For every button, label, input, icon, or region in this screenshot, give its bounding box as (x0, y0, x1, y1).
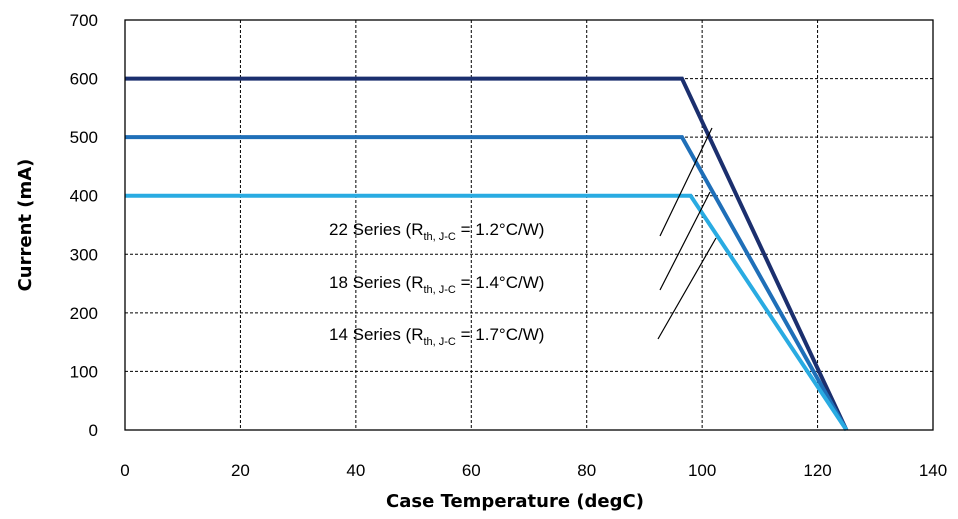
series-annotation-2: 18 Series (Rth, J-C = 1.4°C/W) (329, 273, 544, 296)
annotation-prefix: 22 Series (R (329, 220, 423, 239)
grid-lines (125, 20, 933, 430)
series-group (125, 76, 849, 432)
plot-background (125, 20, 933, 430)
x-tick-label: 60 (462, 461, 481, 480)
x-tick-labels: 0 20 40 60 80 100 120 140 (120, 461, 947, 480)
annotations: 22 Series (Rth, J-C = 1.2°C/W)18 Series … (329, 127, 717, 348)
y-tick-label: 700 (70, 11, 98, 30)
y-axis-title: Current (mA) (15, 159, 36, 292)
y-tick-label: 300 (70, 245, 98, 264)
annotation-prefix: 14 Series (R (329, 325, 423, 344)
annotation-subscript: th, J-C (423, 336, 455, 348)
series-line-2 (125, 135, 849, 431)
x-tick-label: 0 (120, 461, 129, 480)
y-tick-labels: 0 100 200 300 400 500 600 700 (70, 11, 98, 440)
series-line-3 (125, 193, 849, 432)
annotation-leader-line (657, 237, 717, 340)
y-tick-label: 600 (70, 70, 98, 89)
annotation-leader-line (659, 127, 713, 237)
x-axis-title: Case Temperature (degC) (386, 491, 644, 512)
x-tick-label: 120 (803, 461, 831, 480)
series-line-1 (125, 76, 849, 431)
annotation-subscript: th, J-C (423, 231, 455, 243)
series-annotation-3: 14 Series (Rth, J-C = 1.7°C/W) (329, 325, 544, 348)
annotation-prefix: 18 Series (R (329, 273, 423, 292)
x-tick-label: 40 (346, 461, 365, 480)
annotation-suffix: = 1.7°C/W) (456, 325, 545, 344)
annotation-subscript: th, J-C (423, 284, 455, 296)
annotation-suffix: = 1.2°C/W) (456, 220, 545, 239)
x-tick-label: 20 (231, 461, 250, 480)
y-tick-label: 400 (70, 187, 98, 206)
y-tick-label: 100 (70, 362, 98, 381)
plot-frame (124, 19, 934, 431)
x-tick-label: 140 (919, 461, 947, 480)
y-tick-label: 0 (89, 421, 98, 440)
series-annotation-1: 22 Series (Rth, J-C = 1.2°C/W) (329, 220, 544, 243)
x-tick-label: 80 (577, 461, 596, 480)
x-tick-label: 100 (688, 461, 716, 480)
annotation-leader-line (659, 191, 711, 291)
y-tick-label: 500 (70, 128, 98, 147)
annotation-suffix: = 1.4°C/W) (456, 273, 545, 292)
y-tick-label: 200 (70, 304, 98, 323)
